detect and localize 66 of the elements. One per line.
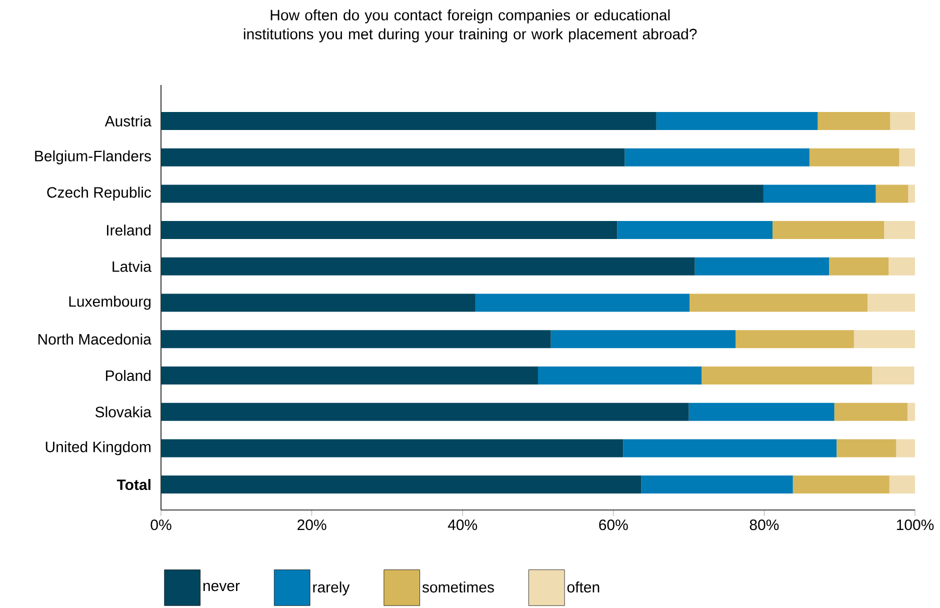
bar [818,112,890,130]
y-tick-label: Czech Republic [47,186,152,201]
bar [872,366,914,385]
bar [161,184,764,203]
bar [763,184,876,203]
y-tick-label: Ireland [106,224,150,236]
bar [656,112,818,130]
bar [908,184,915,203]
y-tick-label: United Kingdom [46,441,150,456]
bar [161,258,695,276]
bar [888,258,915,276]
bar [834,402,908,421]
bar [907,402,915,421]
bar [829,258,889,276]
bar [161,402,689,421]
bar [161,439,624,458]
bar [550,330,736,348]
bar [688,402,834,421]
bar [772,221,884,240]
bar [884,221,915,240]
bar [690,294,868,312]
y-tick-label: Total [116,479,150,490]
bar [475,294,690,312]
bar [792,476,890,494]
x-tick-label: 60% [599,520,628,530]
bar [624,148,810,166]
bar [694,258,830,276]
y-tick-label: North Macedonia [38,334,152,345]
legend-label: rarely [313,582,350,596]
bar [161,148,625,166]
legend-label: often [567,582,600,593]
x-tick-label: 20% [298,520,326,530]
bar [161,366,538,385]
bar [161,330,551,348]
bar [890,112,915,130]
bar [736,330,854,348]
bar [836,439,896,458]
bar [702,366,872,385]
legend-label: sometimes [422,582,494,593]
x-tick-label: 80% [750,520,779,530]
bar [854,330,915,348]
bar [868,294,915,312]
bar [161,476,642,494]
y-tick-label: Poland [106,370,150,382]
bar [161,112,656,130]
bar [889,476,915,494]
bar [538,366,702,385]
y-tick-label: Slovakia [95,406,152,418]
bar [899,148,915,166]
x-tick-label: 40% [448,520,478,530]
y-tick-label: Austria [104,116,152,127]
y-tick-label: Latvia [112,261,152,272]
chart-title: How often do you contact foreign companies or educational institutions you met during your training or work placement abroad? [244,9,697,42]
x-tick-label: 0% [150,520,172,530]
y-tick-label: Belgium-Flanders [35,150,151,164]
bar [641,476,793,494]
x-tick-label: 100% [896,520,934,530]
bar [161,221,618,240]
bar [876,184,908,203]
bar [617,221,772,240]
y-tick-label: Luxembourg [69,296,150,310]
bar [896,439,915,458]
bar [623,439,837,458]
legend-label: never [203,583,240,592]
bar [161,294,476,312]
bar [809,148,900,166]
